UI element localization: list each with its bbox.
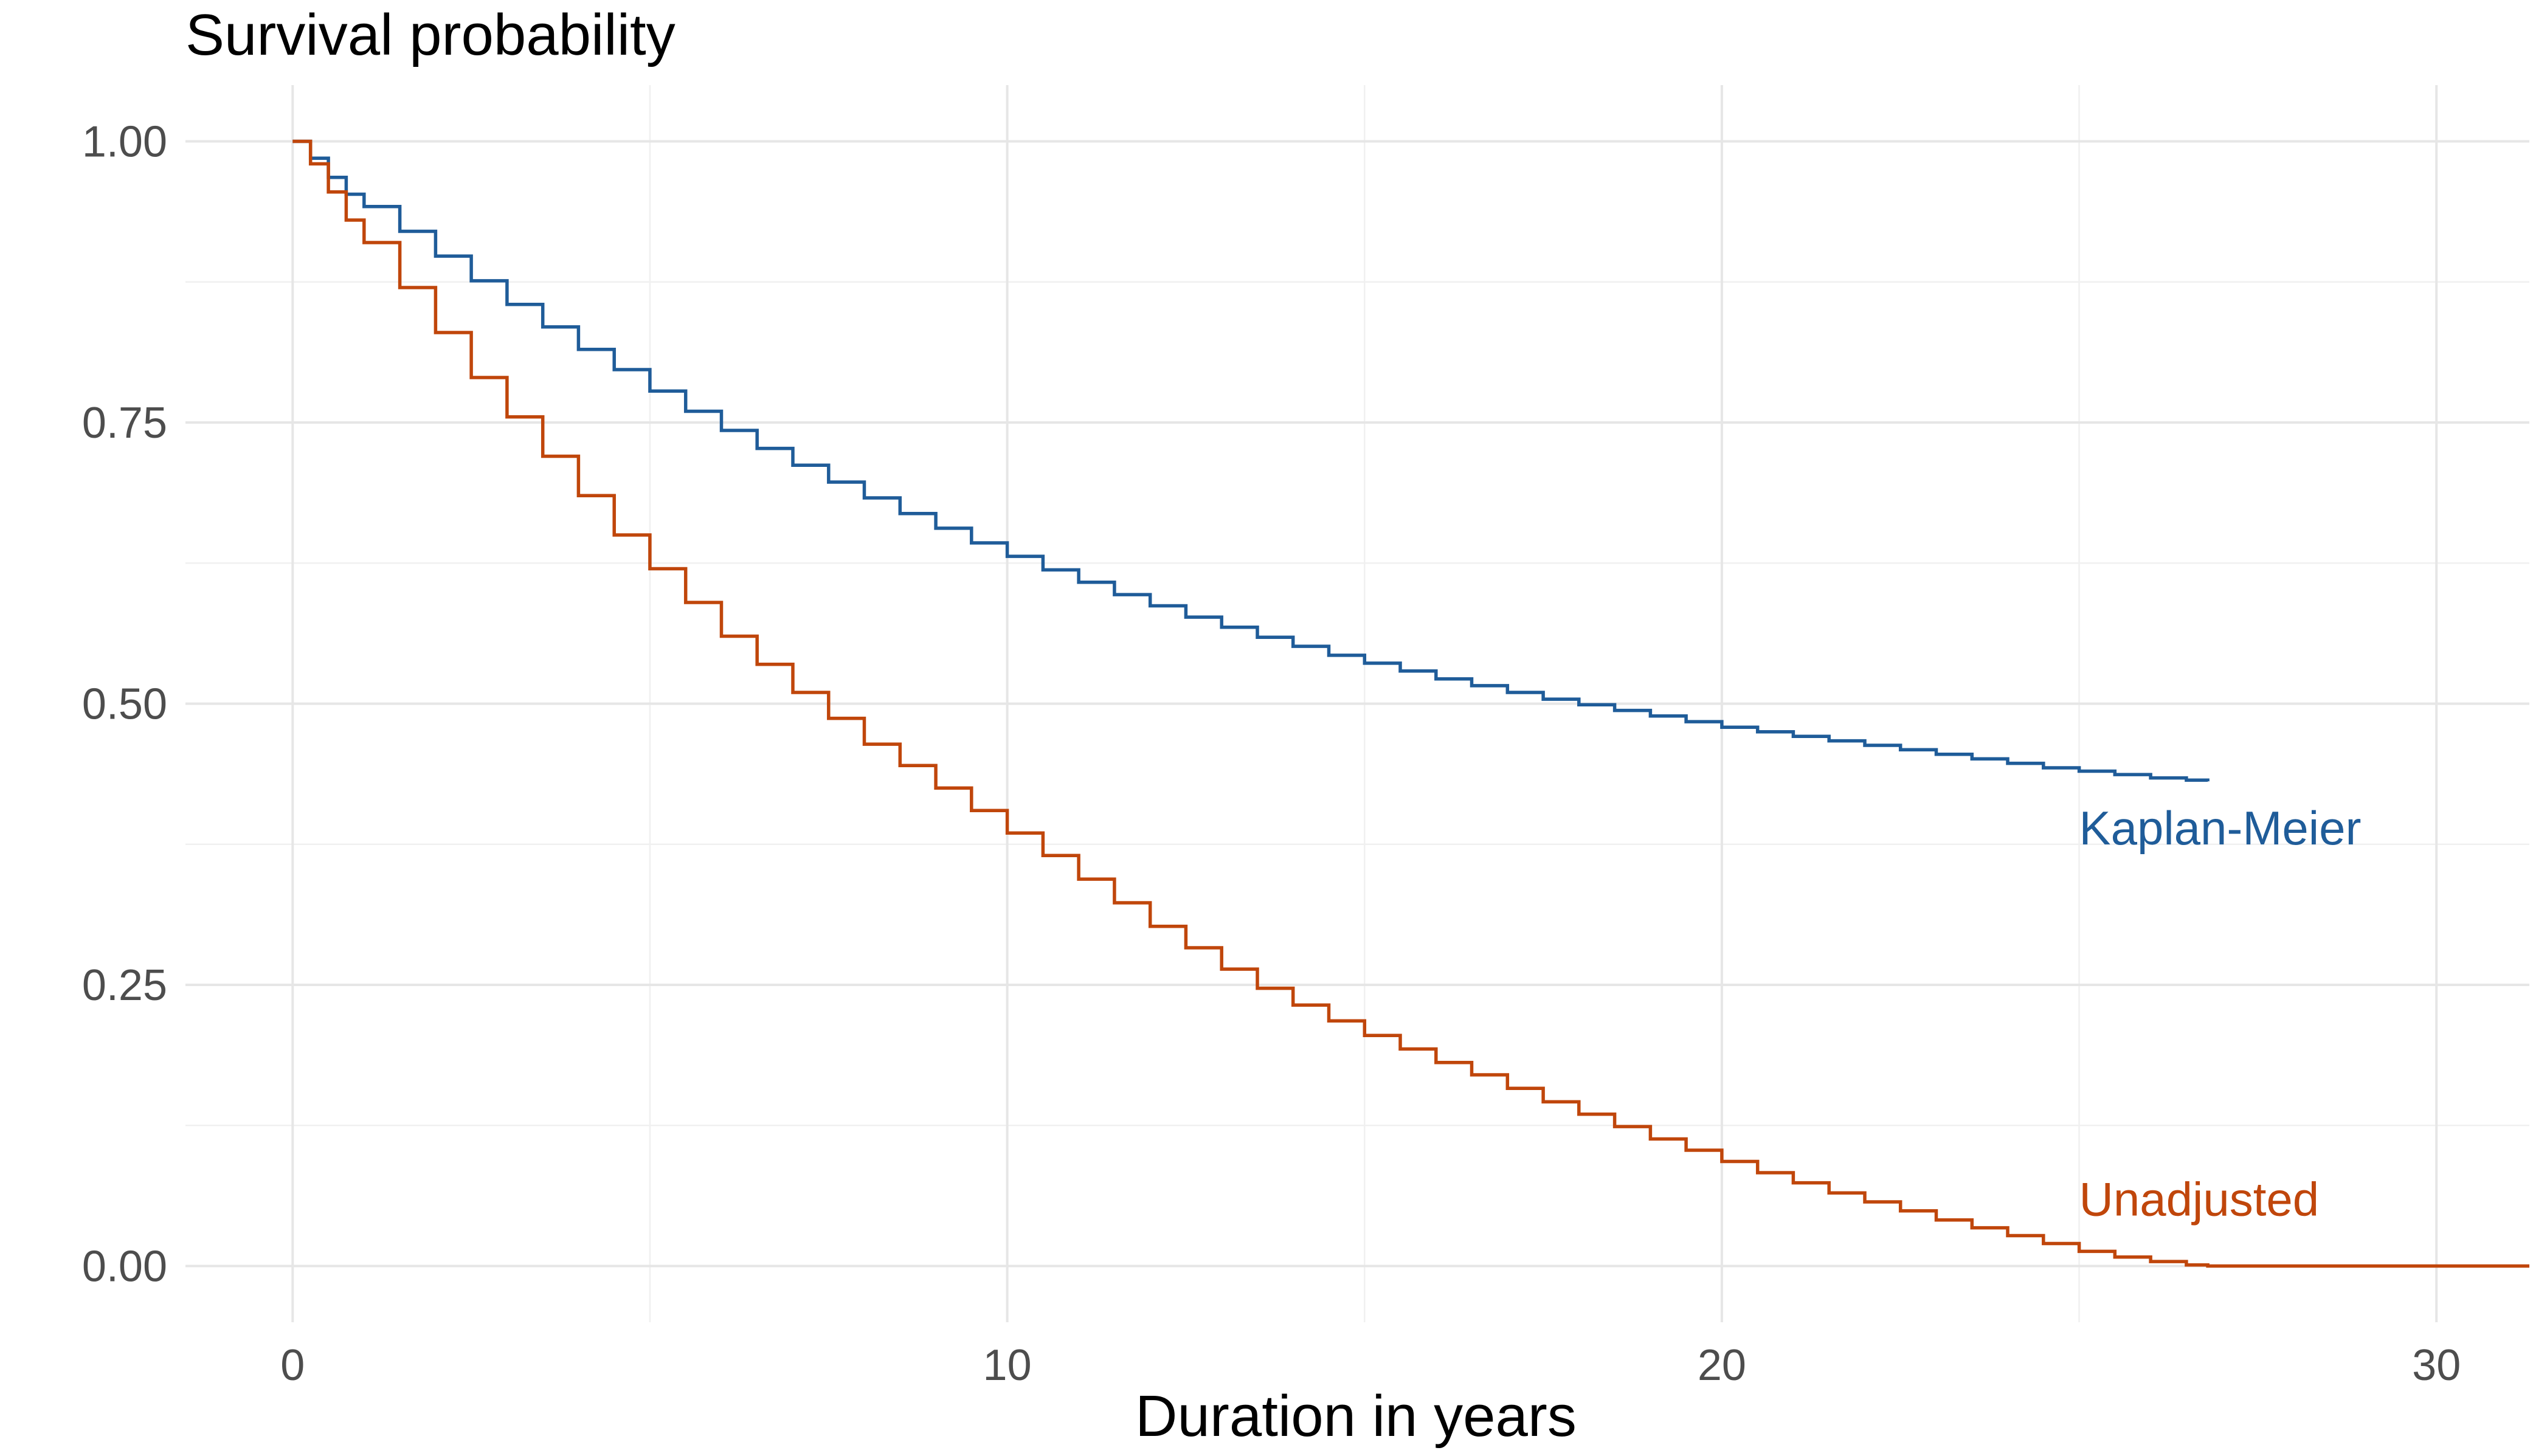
grid (185, 85, 2529, 1322)
series-label-unadjusted: Unadjusted (2079, 1172, 2320, 1226)
x-axis-title: Duration in years (1135, 1384, 1577, 1449)
series-lines (292, 139, 2529, 1268)
y-tick-label: 0.25 (82, 961, 167, 1010)
x-tick-label: 10 (983, 1341, 1032, 1390)
x-tick-label: 30 (2412, 1341, 2461, 1390)
series-line-unadjusted (292, 139, 2529, 1268)
y-tick-label: 0.50 (82, 680, 167, 729)
y-tick-label: 0.00 (82, 1243, 167, 1291)
chart-title: Survival probability (185, 2, 676, 67)
x-tick-label: 20 (1698, 1341, 1746, 1390)
y-tick-label: 1.00 (82, 118, 167, 167)
series-label-kaplan-meier: Kaplan-Meier (2079, 801, 2362, 855)
labels: 0.00 0.25 0.50 0.75 1.00 0 10 20 30 Kaplan-Meier U… (82, 118, 2461, 1390)
x-tick-label: 0 (280, 1341, 305, 1390)
series-line-kaplan-meier (292, 139, 2210, 782)
y-tick-label: 0.75 (82, 399, 167, 447)
